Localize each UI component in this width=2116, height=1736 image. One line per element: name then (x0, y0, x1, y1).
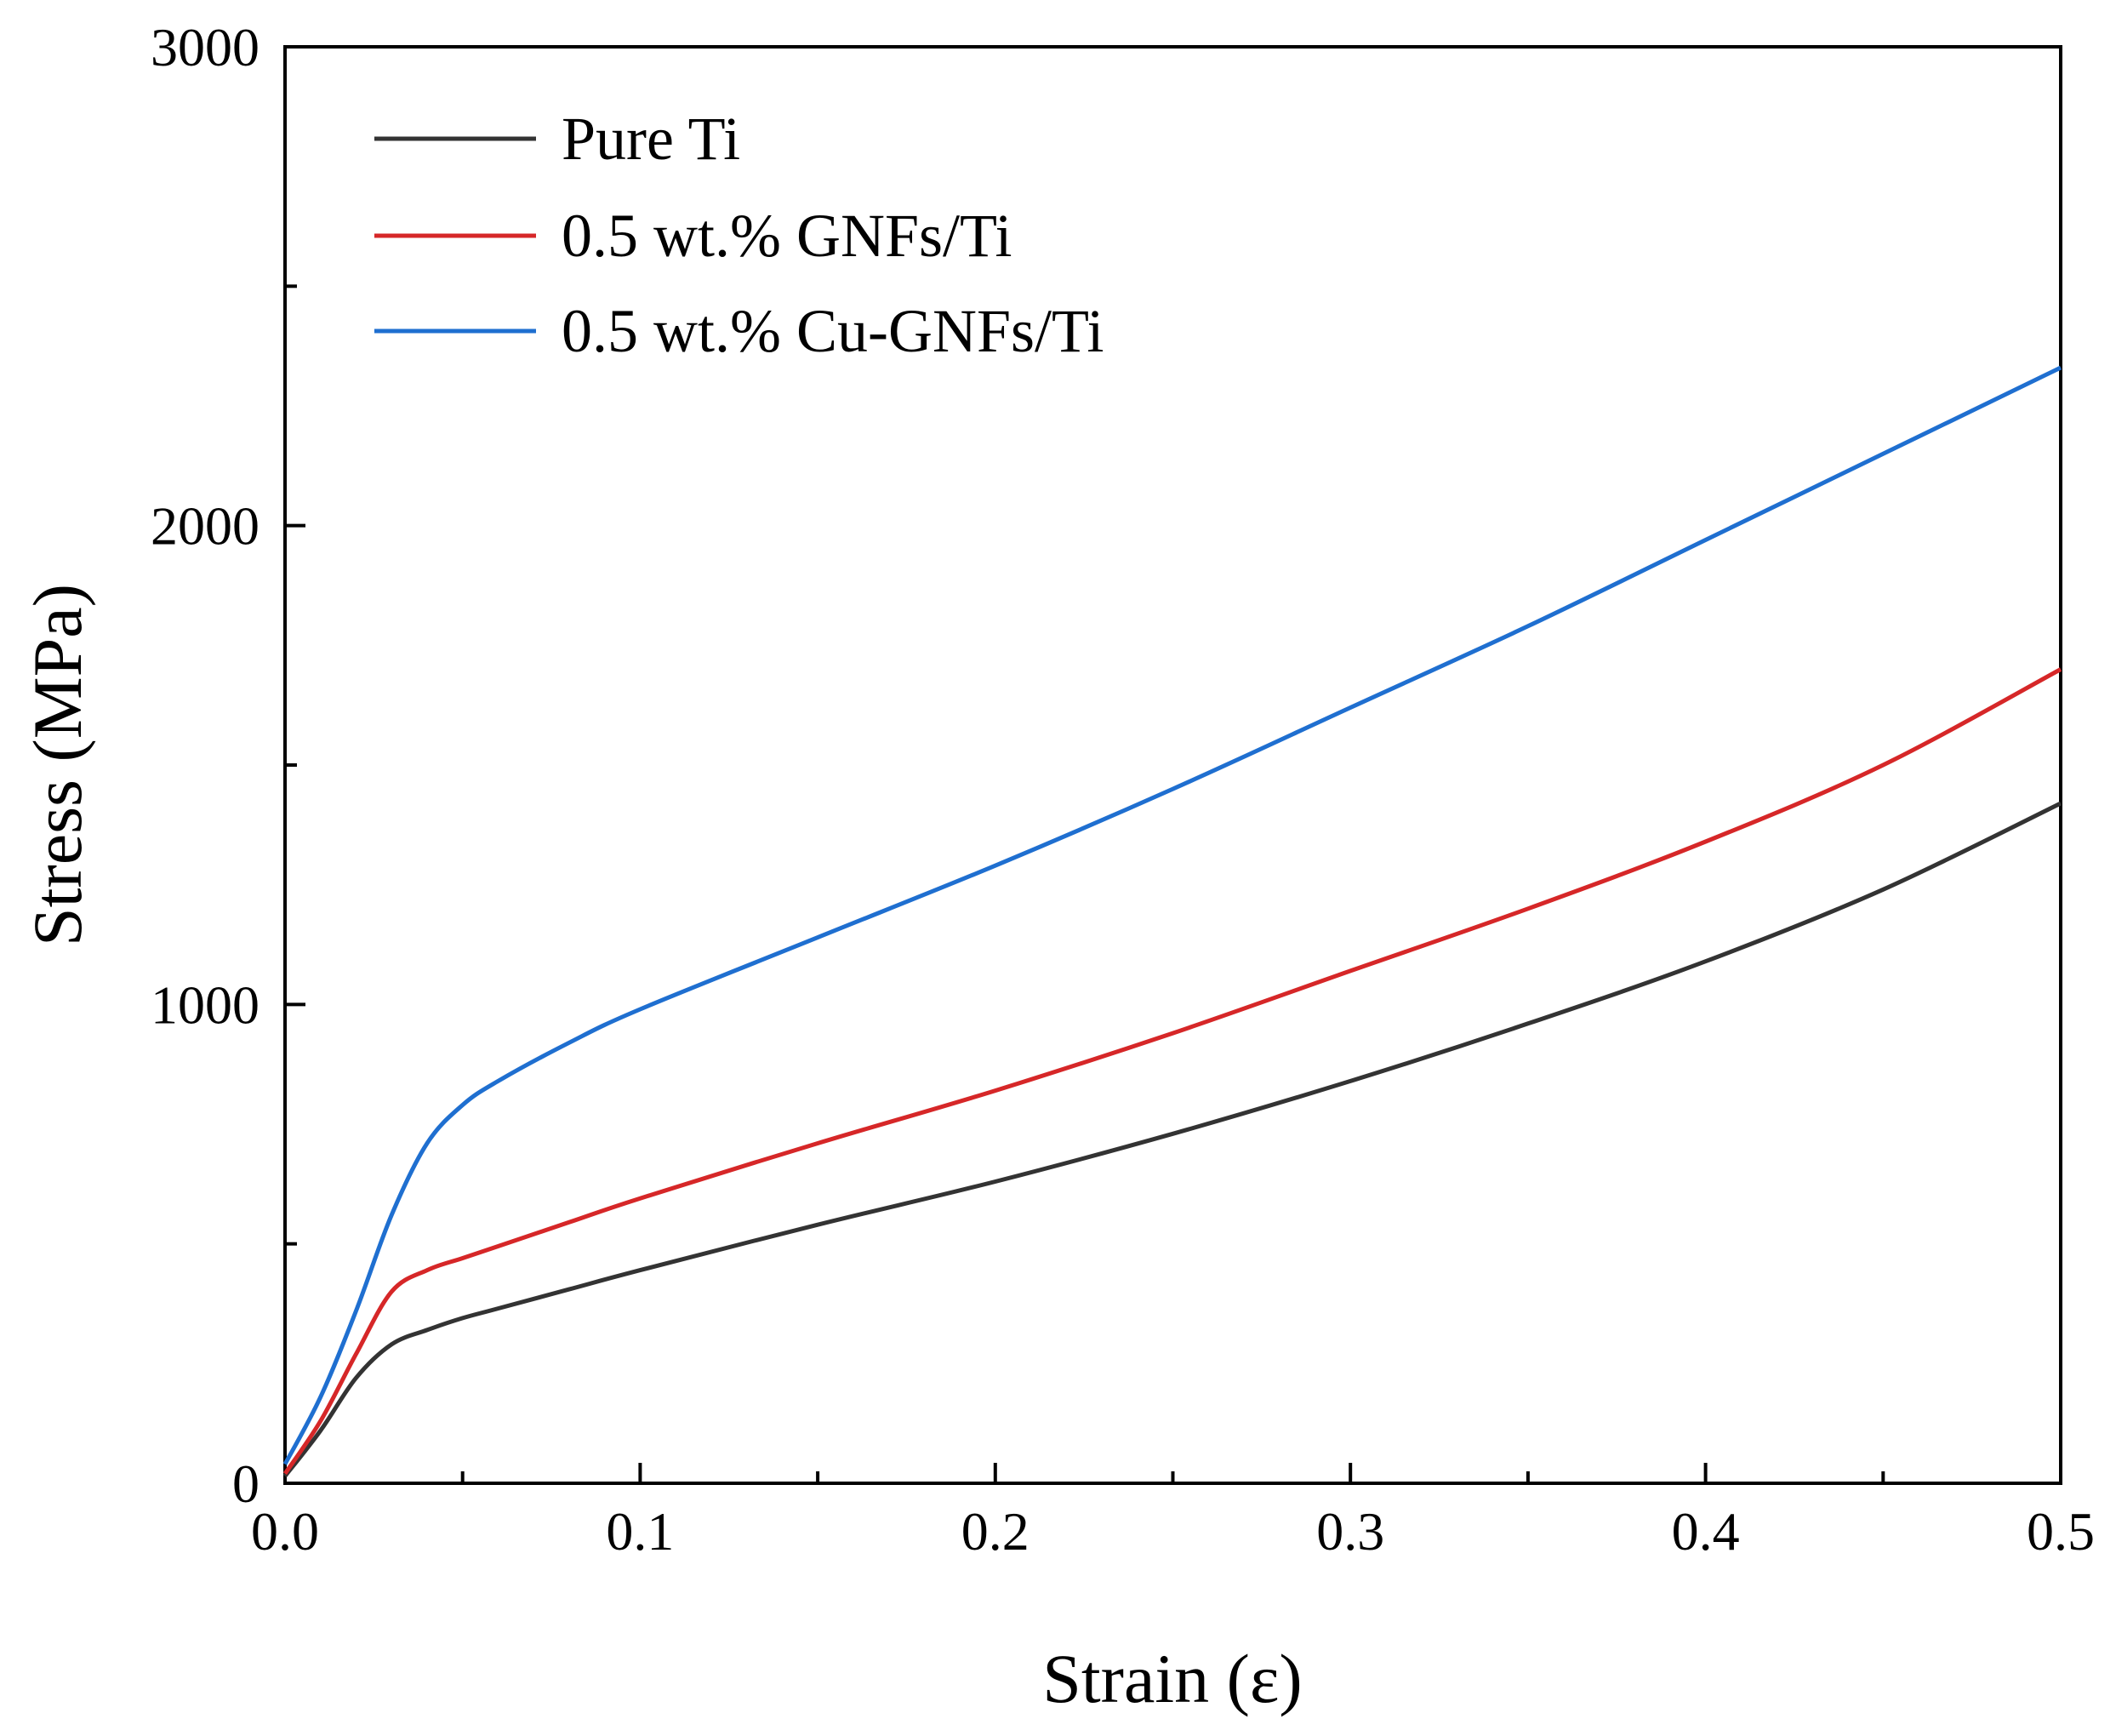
legend-label-gnfs-ti: 0.5 wt.% GNFs/Ti (562, 202, 1012, 270)
legend: Pure Ti 0.5 wt.% GNFs/Ti 0.5 wt.% Cu-GNF… (374, 105, 1104, 365)
x-tick-label: 0.1 (606, 1501, 674, 1562)
legend-label-pure-ti: Pure Ti (562, 105, 740, 173)
x-tick-label: 0.5 (2027, 1501, 2095, 1562)
legend-label-cu-gnfs-ti: 0.5 wt.% Cu-GNFs/Ti (562, 297, 1104, 365)
series-lines (282, 365, 2062, 1478)
series-line-cu-gnfs-ti (282, 365, 2062, 1465)
axis-ticks (283, 45, 2062, 1485)
series-line-pure-ti (283, 801, 2062, 1478)
series-line-gnfs-ti (282, 667, 2062, 1476)
x-tick-label: 0.4 (1672, 1501, 1740, 1562)
y-tick-label: 3000 (151, 17, 260, 77)
plot-frame (283, 45, 2062, 1485)
x-tick-label: 0.2 (961, 1501, 1029, 1562)
x-tick-label: 0.0 (251, 1501, 319, 1562)
y-tick-label: 2000 (151, 496, 260, 557)
y-tick-label: 1000 (151, 974, 260, 1035)
axis-tick-labels: 0.0 0.1 0.2 0.3 0.4 0.5 0 1000 2000 3000 (151, 17, 2095, 1562)
y-tick-label: 0 (232, 1453, 260, 1514)
x-axis-title: Strain (ε) (1042, 1640, 1302, 1717)
x-tick-label: 0.3 (1316, 1501, 1384, 1562)
y-axis-title: Stress (MPa) (19, 584, 96, 946)
